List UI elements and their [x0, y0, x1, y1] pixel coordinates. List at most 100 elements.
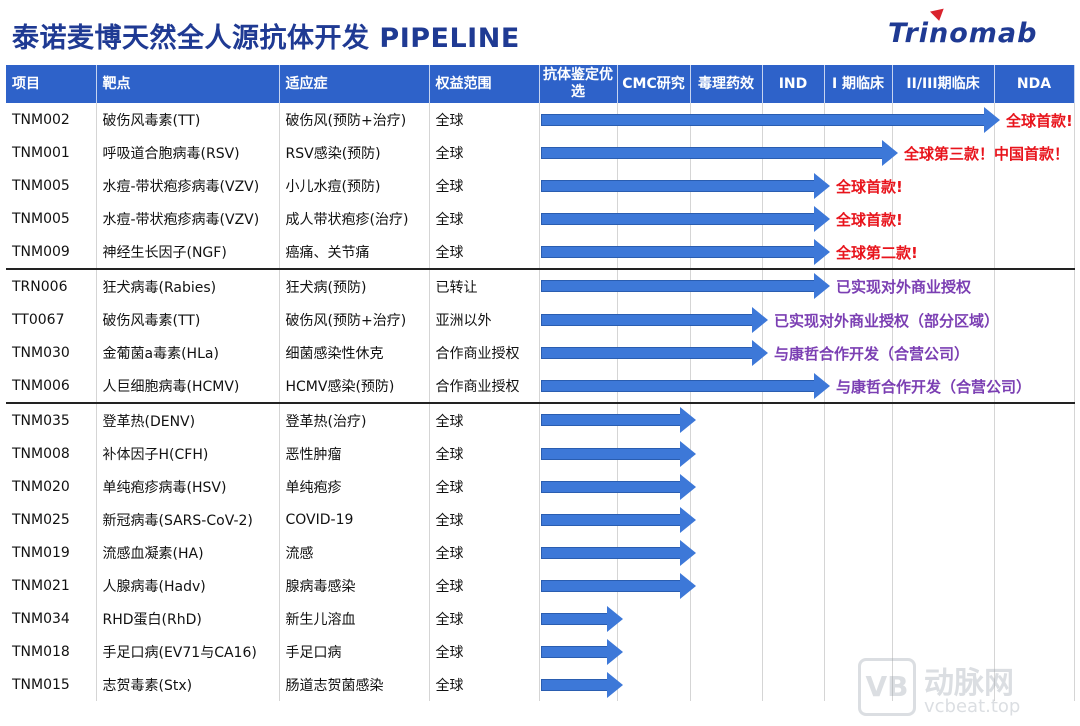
logo-text: Trinomab	[888, 18, 1038, 49]
project-cell: TNM019	[6, 536, 97, 569]
stage-cell	[762, 635, 825, 668]
stage-cell	[892, 569, 995, 602]
stage-cell	[824, 369, 893, 403]
stage-cell	[617, 235, 691, 269]
stage-cell	[617, 503, 691, 536]
stage-cell	[690, 668, 763, 701]
rights-cell: 合作商业授权	[429, 336, 540, 369]
project-cell: TNM009	[6, 235, 97, 269]
rights-cell: 全球	[429, 402, 540, 437]
target-cell: 单纯疱疹病毒(HSV)	[96, 470, 280, 503]
stage-cell	[824, 536, 893, 569]
stage-cell	[824, 336, 893, 369]
stage-cell	[690, 268, 763, 303]
stage-cell	[762, 437, 825, 470]
stage-cell	[892, 668, 995, 701]
stage-cell	[690, 536, 763, 569]
table-row: TNM001 呼吸道合胞病毒(RSV) RSV感染(预防) 全球	[6, 136, 1075, 169]
project-cell: TNM025	[6, 503, 97, 536]
stage-cell	[690, 602, 763, 635]
table-row: TNM030 金葡菌a毒素(HLa) 细菌感染性休克 合作商业授权	[6, 336, 1075, 369]
stage-cell	[892, 169, 995, 202]
stage-cell	[617, 569, 691, 602]
indication-cell: HCMV感染(预防)	[279, 369, 430, 403]
rights-cell: 全球	[429, 169, 540, 202]
stage-cell	[690, 503, 763, 536]
stage-cell	[690, 635, 763, 668]
stage-cell	[762, 268, 825, 303]
stage-cell	[824, 503, 893, 536]
table-row: TNM005 水痘-带状疱疹病毒(VZV) 小儿水痘(预防) 全球	[6, 169, 1075, 202]
stage-cell	[762, 103, 825, 136]
watermark-name: 动脉网	[924, 666, 1014, 701]
col-target-header: 靶点	[96, 65, 280, 103]
stage-cell	[762, 569, 825, 602]
watermark-logo-icon: VB	[858, 658, 916, 716]
rights-cell: 全球	[429, 136, 540, 169]
stage-cell	[994, 235, 1075, 269]
indication-cell: 破伤风(预防+治疗)	[279, 303, 430, 336]
rights-cell: 全球	[429, 235, 540, 269]
indication-cell: 细菌感染性休克	[279, 336, 430, 369]
stage-cell	[824, 569, 893, 602]
col-antibody-screening-header: 抗体鉴定优选	[539, 65, 618, 103]
stage-cell	[762, 169, 825, 202]
indication-cell: 登革热(治疗)	[279, 402, 430, 437]
col-tox-header: 毒理药效	[690, 65, 763, 103]
project-cell: TNM002	[6, 103, 97, 136]
stage-cell	[539, 503, 618, 536]
target-cell: 手足口病(EV71与CA16)	[96, 635, 280, 668]
stage-cell	[617, 136, 691, 169]
stage-cell	[539, 602, 618, 635]
stage-cell	[892, 336, 995, 369]
target-cell: 呼吸道合胞病毒(RSV)	[96, 136, 280, 169]
stage-cell	[824, 668, 893, 701]
stage-cell	[994, 303, 1075, 336]
stage-cell	[690, 303, 763, 336]
stage-cell	[762, 336, 825, 369]
stage-cell	[617, 668, 691, 701]
rights-cell: 全球	[429, 602, 540, 635]
col-ind-header: IND	[762, 65, 825, 103]
project-cell: TNM021	[6, 569, 97, 602]
stage-cell	[539, 668, 618, 701]
target-cell: 人腺病毒(Hadv)	[96, 569, 280, 602]
rights-cell: 全球	[429, 202, 540, 235]
stage-cell	[824, 402, 893, 437]
target-cell: 破伤风毒素(TT)	[96, 303, 280, 336]
target-cell: 人巨细胞病毒(HCMV)	[96, 369, 280, 403]
stage-cell	[617, 437, 691, 470]
col-phase1-header: I 期临床	[824, 65, 893, 103]
col-nda-header: NDA	[994, 65, 1075, 103]
stage-cell	[690, 136, 763, 169]
stage-cell	[892, 536, 995, 569]
project-cell: TNM001	[6, 136, 97, 169]
stage-cell	[617, 369, 691, 403]
stage-cell	[994, 202, 1075, 235]
stage-cell	[824, 268, 893, 303]
stage-cell	[539, 536, 618, 569]
target-cell: 水痘-带状疱疹病毒(VZV)	[96, 169, 280, 202]
rights-cell: 全球	[429, 503, 540, 536]
stage-cell	[824, 437, 893, 470]
stage-cell	[539, 402, 618, 437]
stage-cell	[617, 470, 691, 503]
table-row: TNM002 破伤风毒素(TT) 破伤风(预防+治疗) 全球	[6, 103, 1075, 136]
project-cell: TT0067	[6, 303, 97, 336]
table-row: TNM021 人腺病毒(Hadv) 腺病毒感染 全球	[6, 569, 1075, 602]
stage-cell	[690, 437, 763, 470]
stage-cell	[824, 202, 893, 235]
stage-cell	[617, 536, 691, 569]
stage-cell	[892, 268, 995, 303]
rights-cell: 全球	[429, 470, 540, 503]
target-cell: 登革热(DENV)	[96, 402, 280, 437]
indication-cell: 单纯疱疹	[279, 470, 430, 503]
target-cell: 流感血凝素(HA)	[96, 536, 280, 569]
table-row: TNM015 志贺毒素(Stx) 肠道志贺菌感染 全球	[6, 668, 1075, 701]
stage-cell	[617, 402, 691, 437]
stage-cell	[539, 235, 618, 269]
rights-cell: 已转让	[429, 268, 540, 303]
indication-cell: 手足口病	[279, 635, 430, 668]
table-row: TNM025 新冠病毒(SARS-CoV-2) COVID-19 全球	[6, 503, 1075, 536]
target-cell: 新冠病毒(SARS-CoV-2)	[96, 503, 280, 536]
